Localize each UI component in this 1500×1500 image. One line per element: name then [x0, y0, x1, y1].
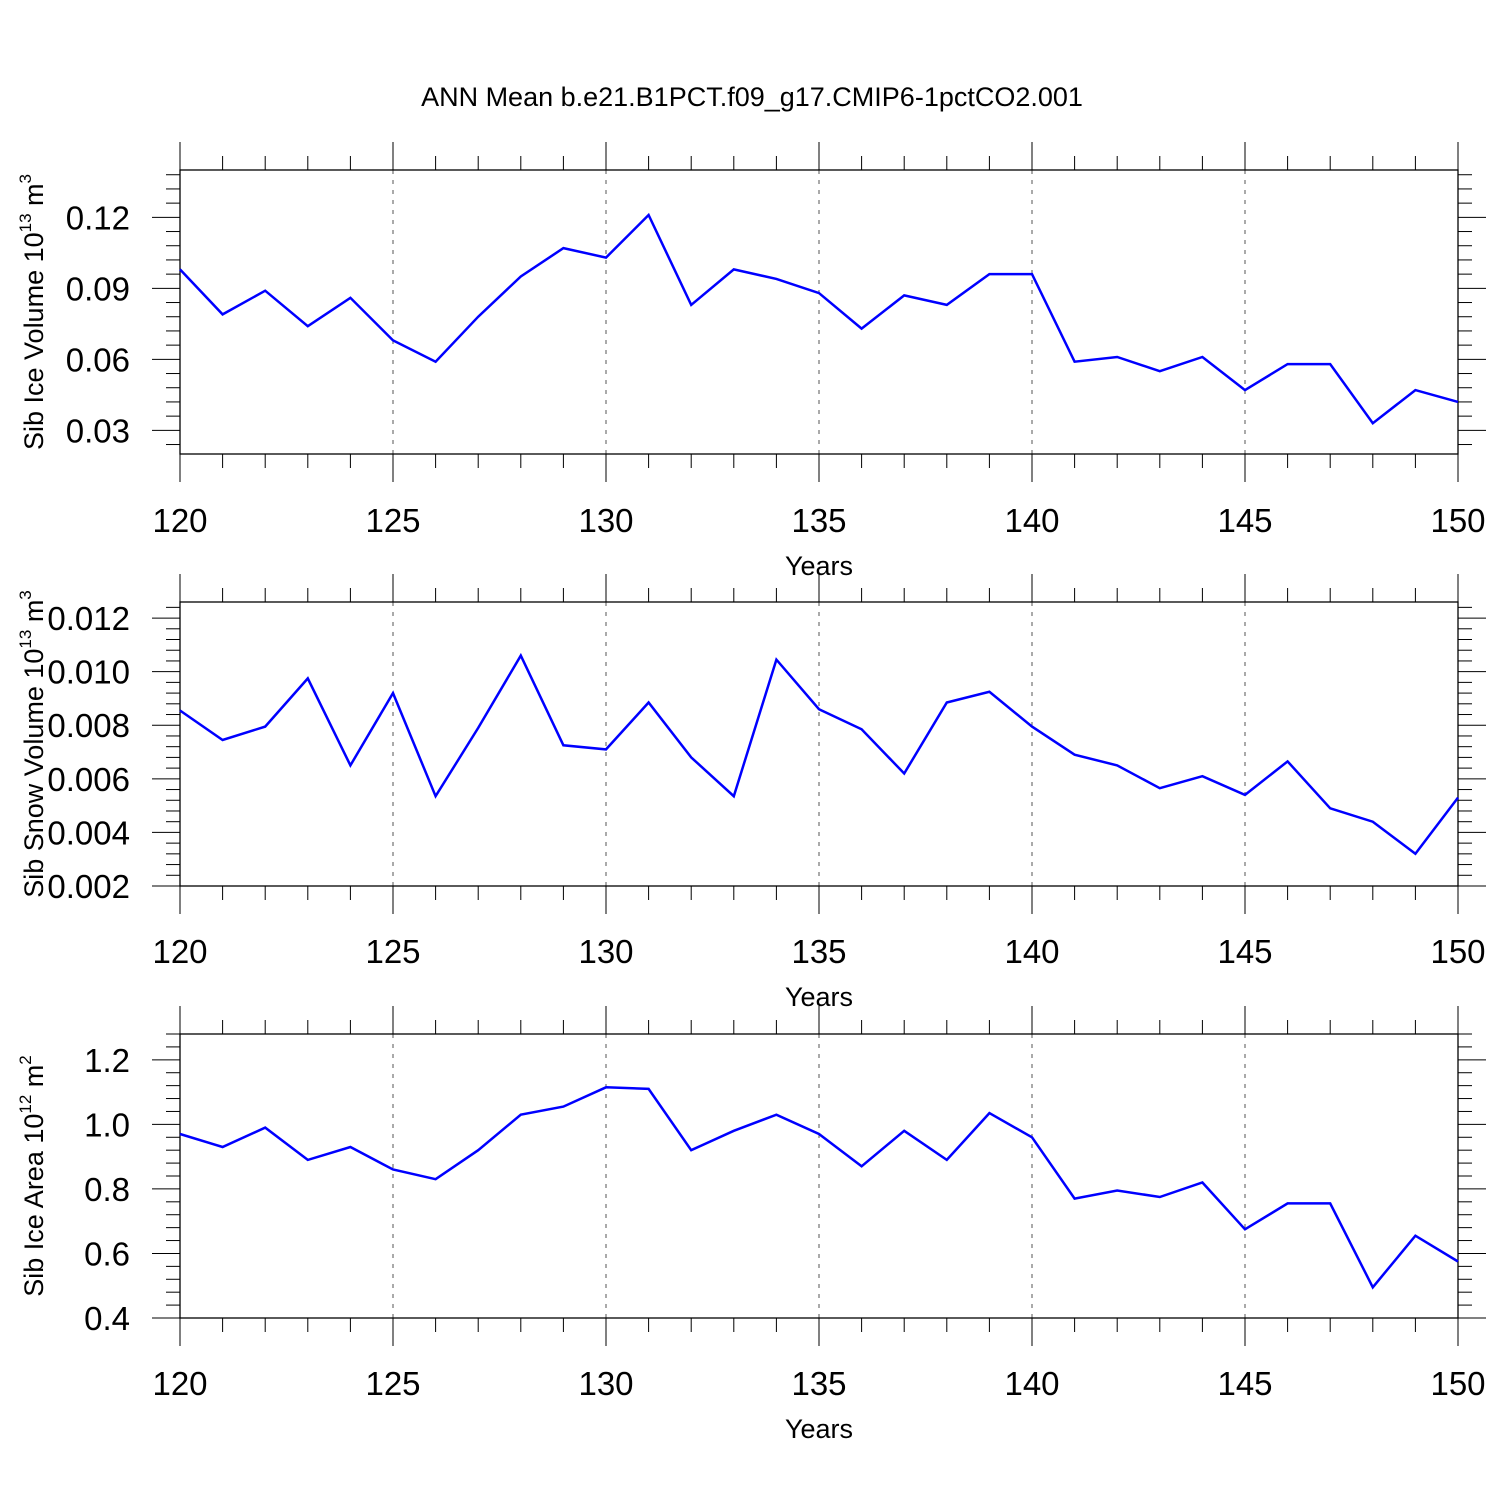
- panel-2: 0.002 0.004 0.006 0.008 0.010 0.012 120 125 130 1…: [16, 574, 1486, 1012]
- x-tick-label: 135: [791, 1365, 846, 1402]
- y-tick-label: 0.6: [84, 1235, 130, 1272]
- y-tick-label: 0.09: [66, 270, 130, 307]
- x-tick-label: 130: [578, 502, 633, 539]
- x-axis-label: Years: [785, 1414, 853, 1444]
- x-tick-label: 140: [1004, 1365, 1059, 1402]
- x-tick-label: 135: [791, 502, 846, 539]
- y-axis-label-text: Sib Ice Area 10: [19, 1114, 49, 1297]
- y-tick-label: 1.2: [84, 1042, 130, 1079]
- y-axis-label-unit-exponent: 3: [16, 174, 35, 183]
- y-axis-label-unit-exponent: 3: [16, 590, 35, 599]
- y-tick-label: 0.06: [66, 341, 130, 378]
- y-tick-label: 0.010: [47, 654, 130, 691]
- y-tick-label: 1.0: [84, 1106, 130, 1143]
- series-line: [179, 212, 1459, 425]
- y-tick-label: 0.008: [47, 707, 130, 744]
- x-tick-label: 125: [365, 1365, 420, 1402]
- y-axis-label-exponent: 12: [16, 1095, 35, 1114]
- y-axis-label-unit: m: [19, 183, 49, 213]
- y-axis-label: Sib Snow Volume 1013 m3: [16, 590, 49, 898]
- y-axis-label-unit: m: [19, 600, 49, 630]
- y-tick-label: 0.4: [84, 1300, 130, 1337]
- y-tick-label: 0.03: [66, 412, 130, 449]
- y-axis-label-text: Sib Snow Volume 10: [19, 649, 49, 898]
- x-tick-label: 150: [1430, 933, 1485, 970]
- y-tick-label: 0.12: [66, 199, 130, 236]
- x-tick-label: 120: [152, 1365, 207, 1402]
- x-tick-label: 150: [1430, 1365, 1485, 1402]
- y-axis-label-exponent: 13: [16, 213, 35, 232]
- y-axis-label-exponent: 13: [16, 630, 35, 649]
- x-tick-label: 125: [365, 933, 420, 970]
- y-axis-label: Sib Ice Volume 1013 m3: [16, 174, 49, 450]
- y-tick-label: 0.006: [47, 761, 130, 798]
- series-line: [179, 1086, 1459, 1290]
- x-tick-label: 140: [1004, 502, 1059, 539]
- panels-container: 0.03 0.06 0.09 0.12 120 125 130 135 140 145 150 Yea…: [16, 142, 1486, 1444]
- y-tick-label: 0.8: [84, 1171, 130, 1208]
- x-tick-label: 145: [1217, 933, 1272, 970]
- y-tick-label: 0.002: [47, 868, 130, 905]
- panel-3: 0.4 0.6 0.8 1.0 1.2 120 125 130 135 140 145 150 Year…: [16, 1006, 1486, 1444]
- x-tick-label: 135: [791, 933, 846, 970]
- x-tick-label: 120: [152, 933, 207, 970]
- y-axis-label-text: Sib Ice Volume 10: [19, 232, 49, 450]
- y-tick-label: 0.012: [47, 600, 130, 637]
- y-tick-label: 0.004: [47, 814, 130, 851]
- chart-title: ANN Mean b.e21.B1PCT.f09_g17.CMIP6-1pctC…: [421, 82, 1083, 112]
- y-axis-label: Sib Ice Area 1012 m2: [16, 1055, 49, 1297]
- y-axis-label-unit-exponent: 2: [16, 1055, 35, 1064]
- y-axis-label-unit: m: [19, 1065, 49, 1095]
- x-tick-label: 145: [1217, 1365, 1272, 1402]
- x-tick-label: 125: [365, 502, 420, 539]
- series-line: [179, 652, 1459, 856]
- x-tick-label: 120: [152, 502, 207, 539]
- x-tick-label: 130: [578, 933, 633, 970]
- x-tick-label: 150: [1430, 502, 1485, 539]
- x-tick-label: 130: [578, 1365, 633, 1402]
- x-tick-label: 140: [1004, 933, 1059, 970]
- x-tick-label: 145: [1217, 502, 1272, 539]
